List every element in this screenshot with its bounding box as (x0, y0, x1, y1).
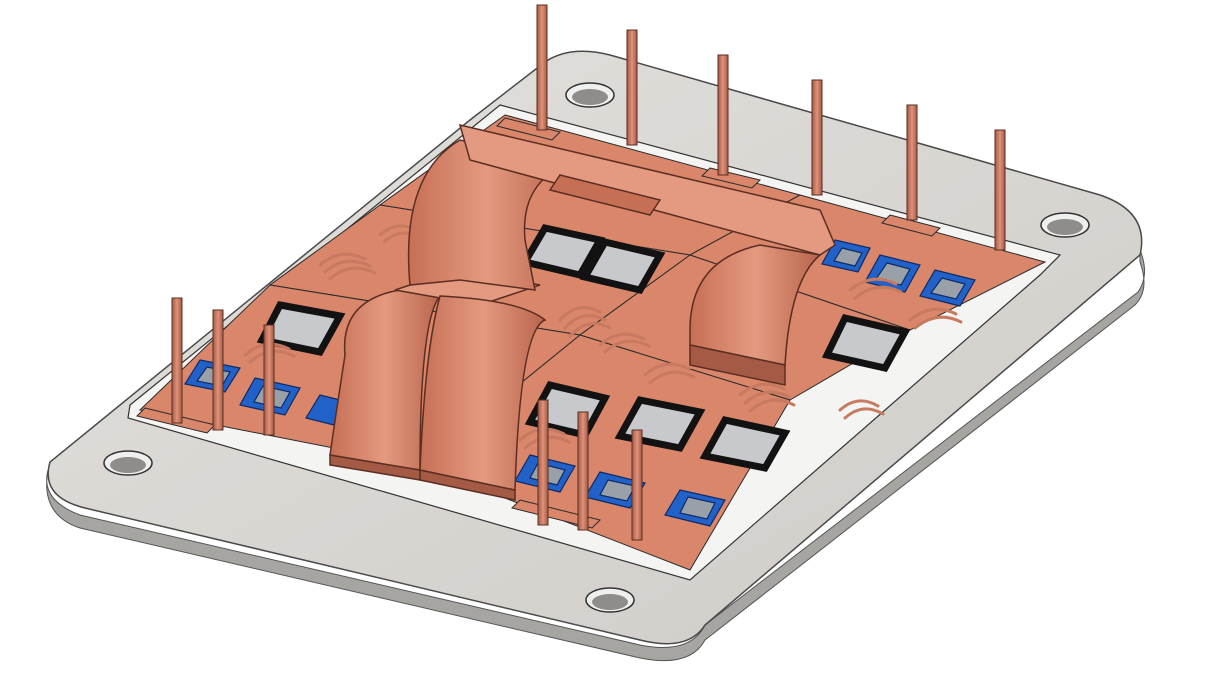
pin-6 (994, 129, 1006, 251)
bus-bar-terminal-3 (407, 123, 836, 386)
diode-1 (821, 239, 871, 273)
mounting-hole-top (565, 82, 615, 108)
mounting-hole-right (1040, 212, 1090, 238)
signal-pins (171, 4, 1006, 541)
pin-3 (717, 54, 729, 176)
pin-7 (171, 297, 183, 424)
pin-8 (212, 309, 224, 431)
pin-5 (906, 104, 918, 221)
mounting-hole-bottom (585, 587, 635, 613)
die-1 (519, 224, 606, 280)
pin-12 (631, 429, 643, 541)
pin-9 (263, 324, 275, 436)
die-4 (821, 313, 911, 372)
die-2 (579, 237, 666, 295)
pin-11 (577, 411, 589, 531)
bus-bar-terminal-2 (419, 295, 547, 501)
baseplate-side (46, 249, 1145, 662)
diode-3 (919, 269, 976, 307)
pin-10 (537, 399, 549, 526)
mounting-hole-left (103, 450, 153, 476)
diode-8 (584, 471, 646, 509)
pin-1 (536, 4, 548, 131)
die-7 (699, 416, 791, 472)
pin-4 (811, 79, 823, 196)
pin-2 (626, 29, 638, 146)
diode-9 (664, 489, 726, 527)
